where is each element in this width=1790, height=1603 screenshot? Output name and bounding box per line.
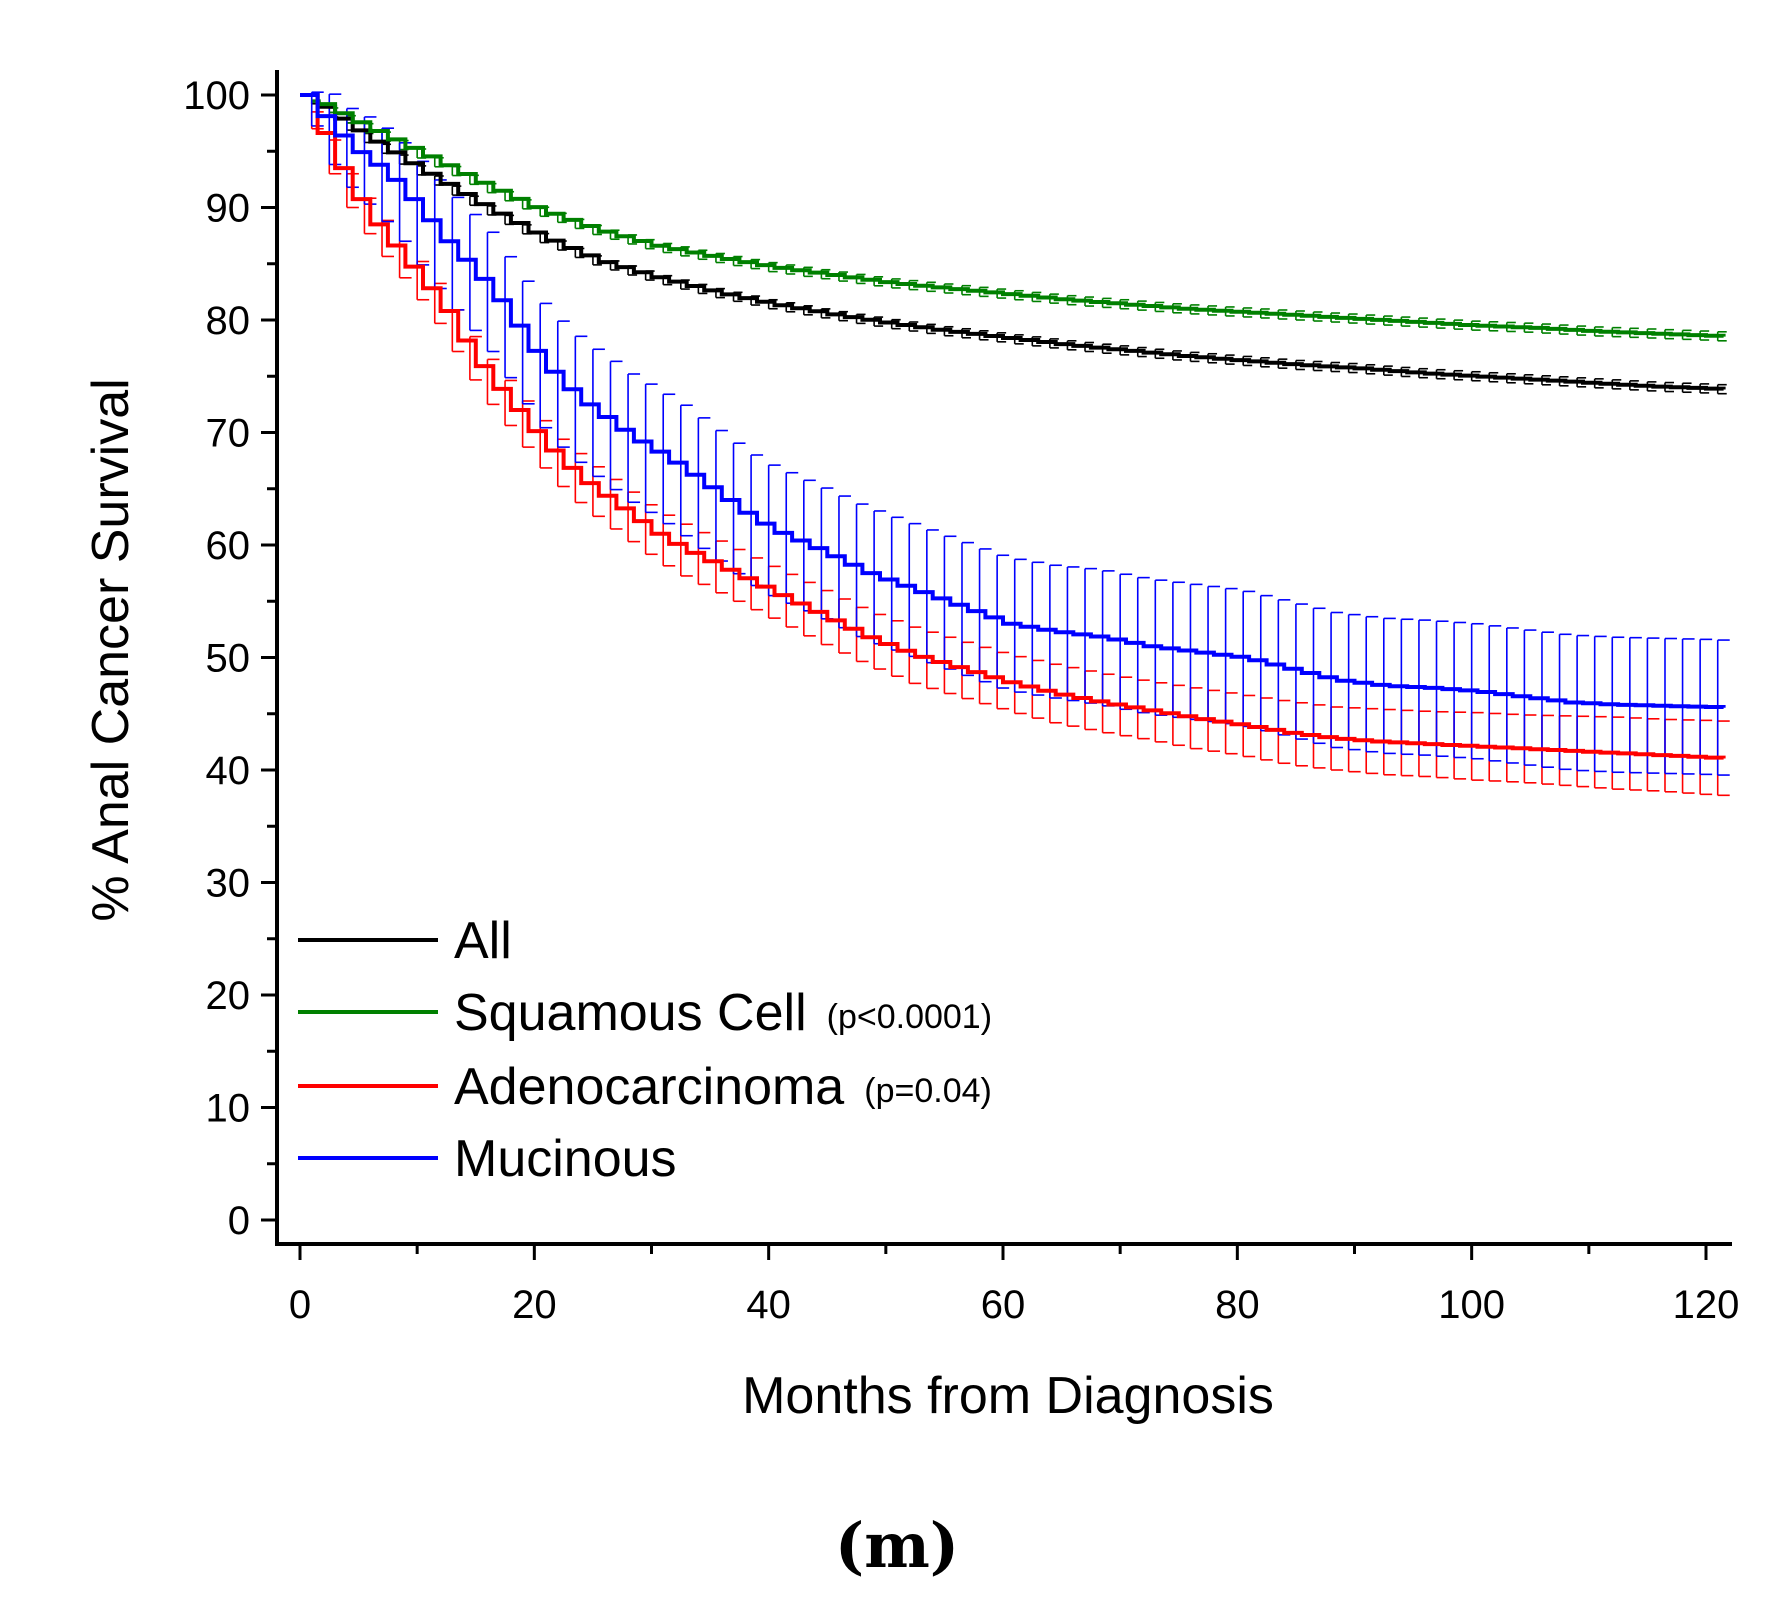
y-tick-label: 60 xyxy=(206,524,251,568)
y-tick-label: 20 xyxy=(206,974,251,1018)
legend-label: Mucinous xyxy=(454,1130,677,1188)
series-line-mucinous xyxy=(300,93,1726,709)
y-tick-label: 40 xyxy=(206,749,251,793)
x-tick-label: 120 xyxy=(1673,1283,1740,1327)
legend-label: Squamous Cell xyxy=(454,984,807,1042)
y-axis-title: % Anal Cancer Survival xyxy=(82,378,140,921)
figure-caption: (m) xyxy=(835,1509,959,1582)
legend-pvalue: (p=0.04) xyxy=(864,1072,992,1110)
y-tick-label: 80 xyxy=(206,299,251,343)
series-line-squamous-cell xyxy=(300,93,1726,338)
tick-marks xyxy=(261,93,1708,1260)
legend-label: Adenocarcinoma xyxy=(454,1058,844,1116)
x-tick-label: 0 xyxy=(289,1283,311,1327)
x-tick-label: 60 xyxy=(981,1283,1026,1327)
legend-pvalue: (p<0.0001) xyxy=(827,998,992,1036)
x-tick-label: 80 xyxy=(1215,1283,1260,1327)
y-tick-label: 0 xyxy=(228,1199,250,1243)
tick-labels: 0 20 40 60 80 100 120 0 10 20 30 40 50 60 70 80 90 100 xyxy=(183,74,1739,1327)
x-tick-label: 40 xyxy=(746,1283,791,1327)
legend-label: All xyxy=(454,912,512,970)
x-tick-label: 20 xyxy=(512,1283,557,1327)
series-lines xyxy=(300,93,1726,760)
series-line-all xyxy=(300,93,1726,391)
x-axis-title: Months from Diagnosis xyxy=(742,1367,1274,1425)
x-tick-label: 100 xyxy=(1438,1283,1505,1327)
y-tick-label: 50 xyxy=(206,637,251,681)
y-tick-label: 10 xyxy=(206,1087,251,1131)
y-tick-label: 100 xyxy=(183,74,250,118)
legend: All Squamous Cell (p<0.0001) Adenocarcinoma… xyxy=(298,912,992,1188)
y-tick-label: 30 xyxy=(206,862,251,906)
y-tick-label: 90 xyxy=(206,187,251,231)
y-tick-label: 70 xyxy=(206,412,251,456)
series-line-adenocarcinoma xyxy=(300,93,1726,760)
